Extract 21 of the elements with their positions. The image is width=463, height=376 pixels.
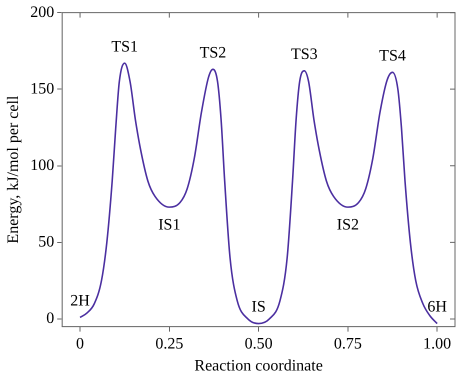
y-axis-title: Energy, kJ/mol per cell (4, 95, 22, 244)
annotation: 6H (427, 298, 448, 316)
annotation: TS2 (200, 44, 226, 62)
annotation: IS (251, 298, 266, 316)
x-tick-label: 1.00 (423, 335, 452, 352)
x-tick-label: 0.50 (244, 335, 273, 352)
x-tick-label: 0 (76, 335, 84, 352)
y-tick-label: 50 (38, 234, 54, 251)
annotation: TS4 (379, 48, 406, 65)
y-tick-label: 0 (46, 310, 54, 328)
annotation: IS2 (336, 216, 359, 234)
x-tick-label: 0.75 (334, 335, 362, 352)
y-tick-label: 200 (30, 4, 54, 21)
annotation: 2H (70, 292, 90, 310)
annotation: TS3 (290, 46, 318, 64)
x-axis-title: Reaction coordinate (194, 358, 323, 375)
y-tick-label: 150 (30, 80, 54, 98)
x-tick-label: 0.25 (155, 335, 184, 352)
annotation: TS1 (111, 38, 138, 56)
y-tick-label: 100 (30, 156, 54, 174)
annotation: IS1 (158, 216, 180, 234)
